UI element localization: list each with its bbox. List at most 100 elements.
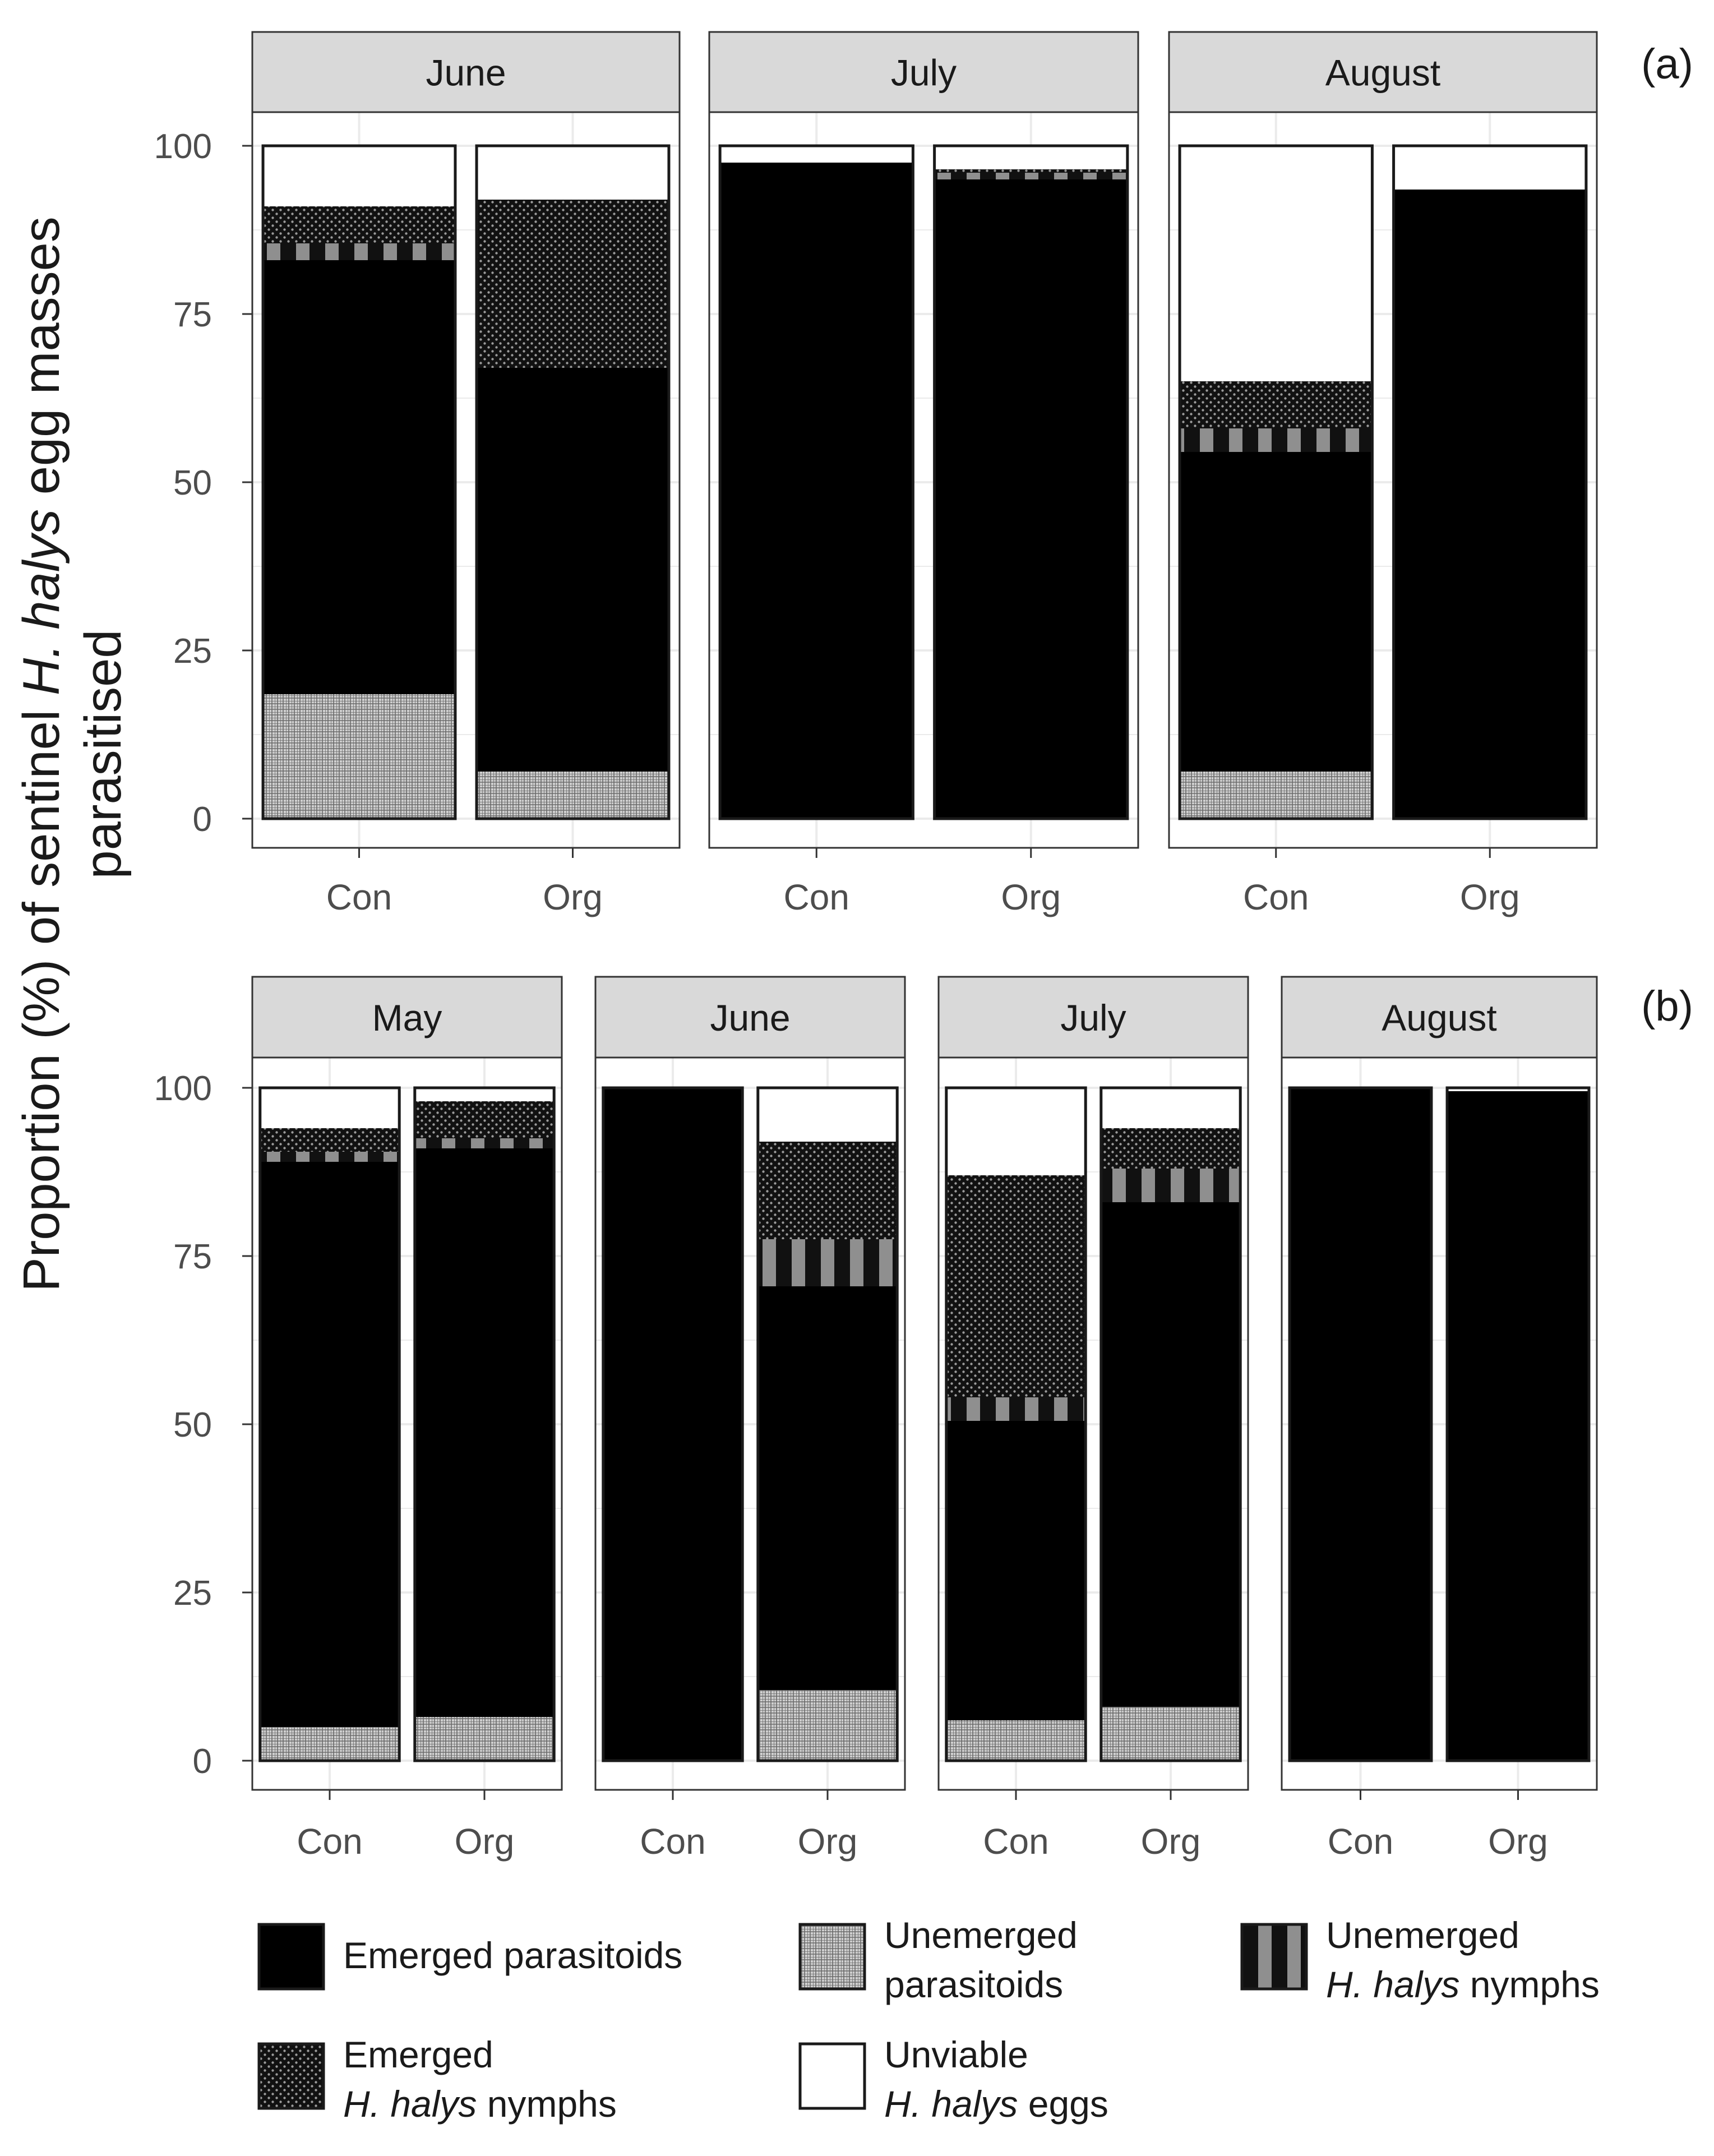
facet-title: July — [891, 52, 957, 94]
legend-suffix: eggs — [1018, 2083, 1108, 2125]
panel-border — [1168, 111, 1598, 849]
bar-segment-unviable-eggs — [946, 1088, 1086, 1175]
bar-org — [1392, 144, 1588, 820]
bar-outline — [475, 144, 671, 820]
legend-italic: H. halys — [1326, 1964, 1459, 2005]
y-tick-label: 100 — [154, 1069, 212, 1108]
bar-segment-unviable-eggs — [263, 146, 455, 206]
bar-segment-unemerged-nymphs — [414, 1138, 555, 1148]
facet-panel-june: June Con Org — [594, 976, 906, 1862]
bar-outline — [718, 144, 914, 820]
bar-segment-unemerged-nymphs — [263, 243, 455, 260]
bar-segment-unviable-eggs — [414, 1088, 555, 1101]
bar-segment-unemerged-nymphs — [934, 173, 1128, 179]
facet-strip — [594, 976, 906, 1059]
bar-segment-unemerged-parasitoids — [260, 1727, 400, 1761]
bar-org — [756, 1086, 899, 1762]
facet-title: August — [1325, 52, 1440, 94]
bar-segment-unemerged-nymphs — [946, 1397, 1086, 1421]
bar-segment-emerged-nymphs — [934, 169, 1128, 173]
bar-segment-unemerged-parasitoids — [757, 1690, 898, 1761]
x-tick-label: Con — [1328, 1821, 1393, 1862]
bar-segment-unviable-eggs — [477, 146, 669, 200]
bar-outline — [945, 1086, 1087, 1762]
x-tick-label: Con — [1243, 877, 1309, 917]
panel-border — [708, 111, 1139, 849]
bar-segment-emerged-parasitoids — [263, 260, 455, 694]
legend-item-unviable-eggs: Unviable H. halys eggs — [798, 2034, 1108, 2125]
legend-swatch — [257, 1923, 325, 1991]
legend-label-line1: Emerged — [343, 2034, 493, 2075]
bar-segment-emerged-parasitoids — [260, 1162, 400, 1727]
facet-title: August — [1382, 997, 1496, 1038]
bar-org — [1099, 1086, 1242, 1762]
bar-con — [1178, 144, 1374, 820]
legend-label-line2: H. halys nymphs — [343, 2083, 617, 2125]
bar-segment-emerged-nymphs — [1101, 1128, 1241, 1169]
bar-outline — [756, 1086, 899, 1762]
bar-segment-unviable-eggs — [1447, 1088, 1589, 1091]
y-tick-label: 75 — [173, 296, 212, 334]
bar-outline — [1099, 1086, 1242, 1762]
bar-segment-emerged-nymphs — [477, 200, 669, 368]
legend-item-unemerged-nymphs: Unemerged H. halys nymphs — [1240, 1914, 1600, 2005]
bar-segment-emerged-nymphs — [414, 1101, 555, 1138]
y-axis-title-suffix: egg masses — [13, 216, 70, 509]
y-axis-title: Proportion (%) of sentinel H. halys egg … — [13, 216, 132, 1292]
bar-outline — [933, 144, 1129, 820]
facet-panel-august: August Con Org — [1281, 976, 1598, 1862]
y-tick-label: 25 — [173, 632, 212, 671]
facet-title: May — [372, 997, 442, 1038]
bar-segment-unemerged-parasitoids — [1180, 772, 1373, 819]
x-tick-label: Org — [1460, 877, 1520, 917]
panel-label: (a) — [1641, 40, 1693, 88]
bar-outline — [258, 1086, 401, 1762]
x-tick-label: Org — [543, 877, 603, 917]
bar-segment-emerged-parasitoids — [603, 1088, 743, 1761]
y-tick-label: 25 — [173, 1574, 212, 1613]
bar-segment-unviable-eggs — [1101, 1088, 1241, 1128]
bar-outline — [602, 1086, 744, 1762]
x-tick-label: Org — [1001, 877, 1061, 917]
bar-segment-emerged-parasitoids — [477, 368, 669, 772]
y-axis-title-italic: H. halys — [13, 509, 70, 695]
x-tick-label: Con — [297, 1821, 362, 1862]
facet-title: June — [710, 997, 790, 1038]
bar-org — [933, 144, 1129, 820]
legend-suffix: nymphs — [477, 2083, 616, 2125]
y-tick-label: 100 — [154, 127, 212, 166]
legend-item-emerged-parasitoids: Emerged parasitoids — [257, 1923, 682, 1991]
bar-segment-unviable-eggs — [1180, 146, 1373, 381]
bar-outline — [261, 144, 457, 820]
x-tick-label: Con — [784, 877, 849, 917]
legend: Emerged parasitoids UnemergedparasitoidsU… — [257, 1914, 1600, 2125]
bar-org — [475, 144, 671, 820]
bar-segment-emerged-parasitoids — [934, 179, 1128, 819]
y-tick-label: 0 — [193, 1742, 212, 1781]
bar-segment-emerged-parasitoids — [1393, 190, 1586, 819]
bar-segment-unemerged-parasitoids — [477, 772, 669, 819]
bar-segment-unemerged-nymphs — [260, 1152, 400, 1162]
legend-swatch — [798, 1923, 866, 1991]
legend-swatch — [798, 2042, 866, 2110]
facet-panel-august: August Con Org — [1168, 31, 1598, 917]
panel-border — [1281, 1056, 1598, 1791]
y-tick-label: 75 — [173, 1238, 212, 1276]
x-tick-label: Org — [1488, 1821, 1548, 1862]
bar-segment-emerged-parasitoids — [414, 1148, 555, 1717]
bar-con — [945, 1086, 1087, 1762]
legend-italic: H. halys — [884, 2083, 1018, 2125]
bar-con — [602, 1086, 744, 1762]
bar-segment-unemerged-parasitoids — [414, 1717, 555, 1761]
legend-item-emerged-nymphs: Emerged H. halys nymphs — [257, 2034, 617, 2125]
bar-org — [413, 1086, 556, 1762]
legend-label-line1: Unviable — [884, 2034, 1028, 2075]
y-axis-title-line2: parasitised — [75, 630, 132, 879]
bar-segment-emerged-parasitoids — [757, 1286, 898, 1690]
legend-swatch — [257, 2042, 325, 2110]
bar-segment-emerged-parasitoids — [720, 163, 913, 819]
facet-title: June — [426, 52, 506, 94]
bar-segment-emerged-parasitoids — [1290, 1088, 1431, 1761]
y-tick-label: 50 — [173, 464, 212, 502]
